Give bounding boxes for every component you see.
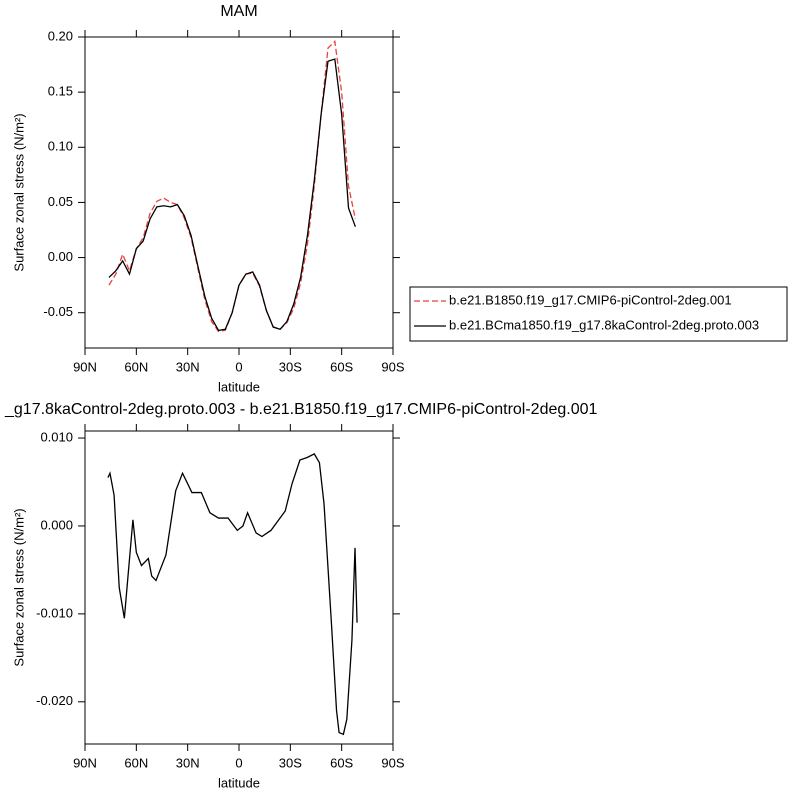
chart-title: _g17.8kaControl-2deg.proto.003 - b.e21.B… — [4, 401, 598, 418]
y-tick-label: -0.010 — [36, 605, 73, 620]
y-tick-label: 0.010 — [40, 429, 73, 444]
y-tick-label: 0.15 — [48, 84, 73, 99]
x-tick-label: 30N — [176, 359, 200, 374]
x-axis-label: latitude — [218, 379, 260, 394]
x-tick-label: 90S — [381, 359, 404, 374]
series-line — [108, 40, 356, 333]
x-tick-label: 90N — [73, 755, 97, 770]
x-tick-label: 60N — [124, 359, 148, 374]
x-tick-label: 30S — [279, 755, 302, 770]
y-tick-label: 0.10 — [48, 139, 73, 154]
x-tick-label: 60S — [330, 359, 353, 374]
series-line — [108, 58, 356, 332]
y-tick-label: 0.00 — [48, 249, 73, 264]
x-tick-label: 60S — [330, 755, 353, 770]
legend-label: b.e21.BCma1850.f19_g17.8kaControl-2deg.p… — [449, 317, 759, 332]
y-tick-label: 0.20 — [48, 28, 73, 43]
legend-label: b.e21.B1850.f19_g17.CMIP6-piControl-2deg… — [449, 292, 732, 307]
chart-title: MAM — [220, 3, 257, 20]
y-tick-label: 0.05 — [48, 194, 73, 209]
x-tick-label: 0 — [235, 755, 242, 770]
x-tick-label: 0 — [235, 359, 242, 374]
x-tick-label: 30N — [176, 755, 200, 770]
y-axis-label: Surface zonal stress (N/m²) — [11, 113, 26, 271]
legend-box — [409, 286, 788, 342]
y-tick-label: -0.020 — [36, 693, 73, 708]
x-tick-label: 60N — [124, 755, 148, 770]
x-tick-label: 90N — [73, 359, 97, 374]
y-tick-label: 0.000 — [40, 517, 73, 532]
y-axis-label: Surface zonal stress (N/m²) — [11, 508, 26, 666]
plot-frame — [84, 430, 394, 745]
x-axis-label: latitude — [218, 775, 260, 790]
x-tick-label: 90S — [381, 755, 404, 770]
series-line — [107, 453, 358, 736]
x-tick-label: 30S — [279, 359, 302, 374]
y-tick-label: -0.05 — [43, 304, 73, 319]
